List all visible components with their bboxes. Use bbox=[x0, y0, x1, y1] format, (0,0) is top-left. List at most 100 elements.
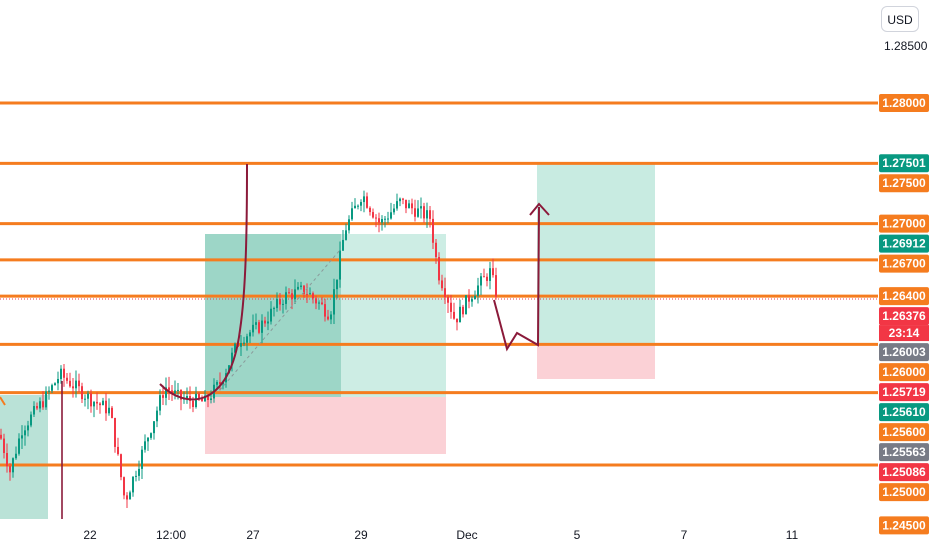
candle-body bbox=[75, 380, 77, 389]
candle-body bbox=[99, 403, 101, 406]
candle-body bbox=[378, 218, 380, 223]
price-tag: 1.26000 bbox=[879, 363, 929, 382]
price-tag-label: 1.25563 bbox=[882, 445, 926, 459]
candle-body bbox=[0, 434, 2, 439]
candle-body bbox=[15, 453, 17, 459]
candle-body bbox=[180, 389, 182, 400]
candle-body bbox=[327, 316, 329, 320]
candle-body bbox=[438, 257, 440, 281]
candle-body bbox=[486, 276, 488, 281]
candle-body bbox=[132, 476, 134, 493]
candle-body bbox=[417, 208, 419, 217]
candle-body bbox=[255, 322, 257, 325]
candle-body bbox=[216, 382, 218, 385]
price-tag-label: 1.28000 bbox=[882, 96, 926, 110]
price-tag-label: 1.25719 bbox=[882, 385, 926, 399]
candle-body bbox=[450, 302, 452, 312]
candle-body bbox=[117, 446, 119, 455]
candle-body bbox=[87, 393, 89, 399]
candle-body bbox=[396, 201, 398, 209]
candle-body bbox=[489, 268, 491, 281]
candle-body bbox=[114, 417, 116, 447]
price-tag-label: 1.26376 bbox=[882, 309, 926, 323]
price-tag: 1.24500 bbox=[879, 516, 929, 535]
candle-body bbox=[402, 198, 404, 200]
candle-body bbox=[303, 285, 305, 295]
candle-body bbox=[453, 311, 455, 319]
candle-body bbox=[330, 314, 332, 320]
candle-body bbox=[165, 387, 167, 398]
candle-body bbox=[234, 343, 236, 353]
candle-body bbox=[435, 242, 437, 258]
candle-body bbox=[27, 425, 29, 431]
candle-body bbox=[420, 206, 422, 209]
time-tick-label: 29 bbox=[354, 528, 368, 542]
candle-body bbox=[312, 293, 314, 299]
candle-body bbox=[387, 218, 389, 220]
price-tag-label: 1.25086 bbox=[882, 465, 926, 479]
candle-body bbox=[9, 466, 11, 473]
candle-body bbox=[63, 368, 65, 378]
candle-body bbox=[306, 294, 308, 296]
candle-body bbox=[60, 368, 62, 379]
candle-body bbox=[432, 218, 434, 243]
candle-body bbox=[300, 285, 302, 287]
candle-body bbox=[45, 391, 47, 408]
candle-body bbox=[126, 495, 128, 500]
candle-body bbox=[309, 293, 311, 295]
candle-body bbox=[66, 377, 68, 381]
candle-body bbox=[90, 393, 92, 407]
price-tag: 1.27500 bbox=[879, 174, 929, 193]
candle-body bbox=[444, 288, 446, 298]
candle-body bbox=[315, 298, 317, 304]
curve-drawing bbox=[159, 163, 248, 401]
candle-body bbox=[423, 206, 425, 219]
candle-body bbox=[3, 438, 5, 454]
candle-body bbox=[372, 212, 374, 218]
price-tag-label: 1.26400 bbox=[882, 289, 926, 303]
price-axis[interactable]: 1.28500 1.28000 1.27501 1.27500 1.27000 1.26… bbox=[879, 39, 929, 535]
price-tag-label: 1.24500 bbox=[882, 518, 926, 532]
time-tick-label: 5 bbox=[574, 528, 581, 542]
candle-body bbox=[171, 390, 173, 394]
candle-body bbox=[51, 385, 53, 391]
candle-body bbox=[156, 410, 158, 422]
candle-body bbox=[243, 342, 245, 344]
candle-body bbox=[57, 378, 59, 384]
price-tag: 1.27501 bbox=[879, 154, 929, 173]
candle-body bbox=[18, 438, 20, 454]
trend-dashed-line bbox=[219, 249, 341, 391]
candle-body bbox=[78, 380, 80, 387]
candle-body bbox=[246, 336, 248, 343]
candle-body bbox=[291, 293, 293, 300]
candle-body bbox=[471, 299, 473, 302]
candle-body bbox=[204, 395, 206, 402]
price-tag-label: 1.25610 bbox=[882, 405, 926, 419]
candle-body bbox=[342, 239, 344, 251]
candle-body bbox=[390, 212, 392, 219]
price-tag: 1.25719 bbox=[879, 383, 929, 402]
candle-body bbox=[426, 210, 428, 219]
candle-body bbox=[297, 286, 299, 290]
candle-body bbox=[219, 382, 221, 385]
candle-body bbox=[39, 401, 41, 409]
time-axis[interactable]: 22 12:00 27 29 Dec 5 7 11 bbox=[83, 528, 798, 542]
candle-body bbox=[12, 458, 14, 473]
candle-body bbox=[369, 207, 371, 213]
candle-body bbox=[276, 299, 278, 309]
price-tag-label: 1.27500 bbox=[882, 176, 926, 190]
candle-body bbox=[279, 299, 281, 305]
candle-body bbox=[483, 276, 485, 278]
candle-body bbox=[240, 343, 242, 347]
price-tag: 1.25000 bbox=[879, 483, 929, 502]
candle-body bbox=[456, 318, 458, 323]
currency-button[interactable]: USD bbox=[881, 6, 919, 32]
candle-body bbox=[405, 199, 407, 209]
time-tick-label: 22 bbox=[83, 528, 97, 542]
candle-body bbox=[102, 400, 104, 406]
price-tag-label: 1.25600 bbox=[882, 425, 926, 439]
candle-body bbox=[465, 295, 467, 315]
candle-body bbox=[84, 398, 86, 400]
candle-body bbox=[72, 386, 74, 389]
